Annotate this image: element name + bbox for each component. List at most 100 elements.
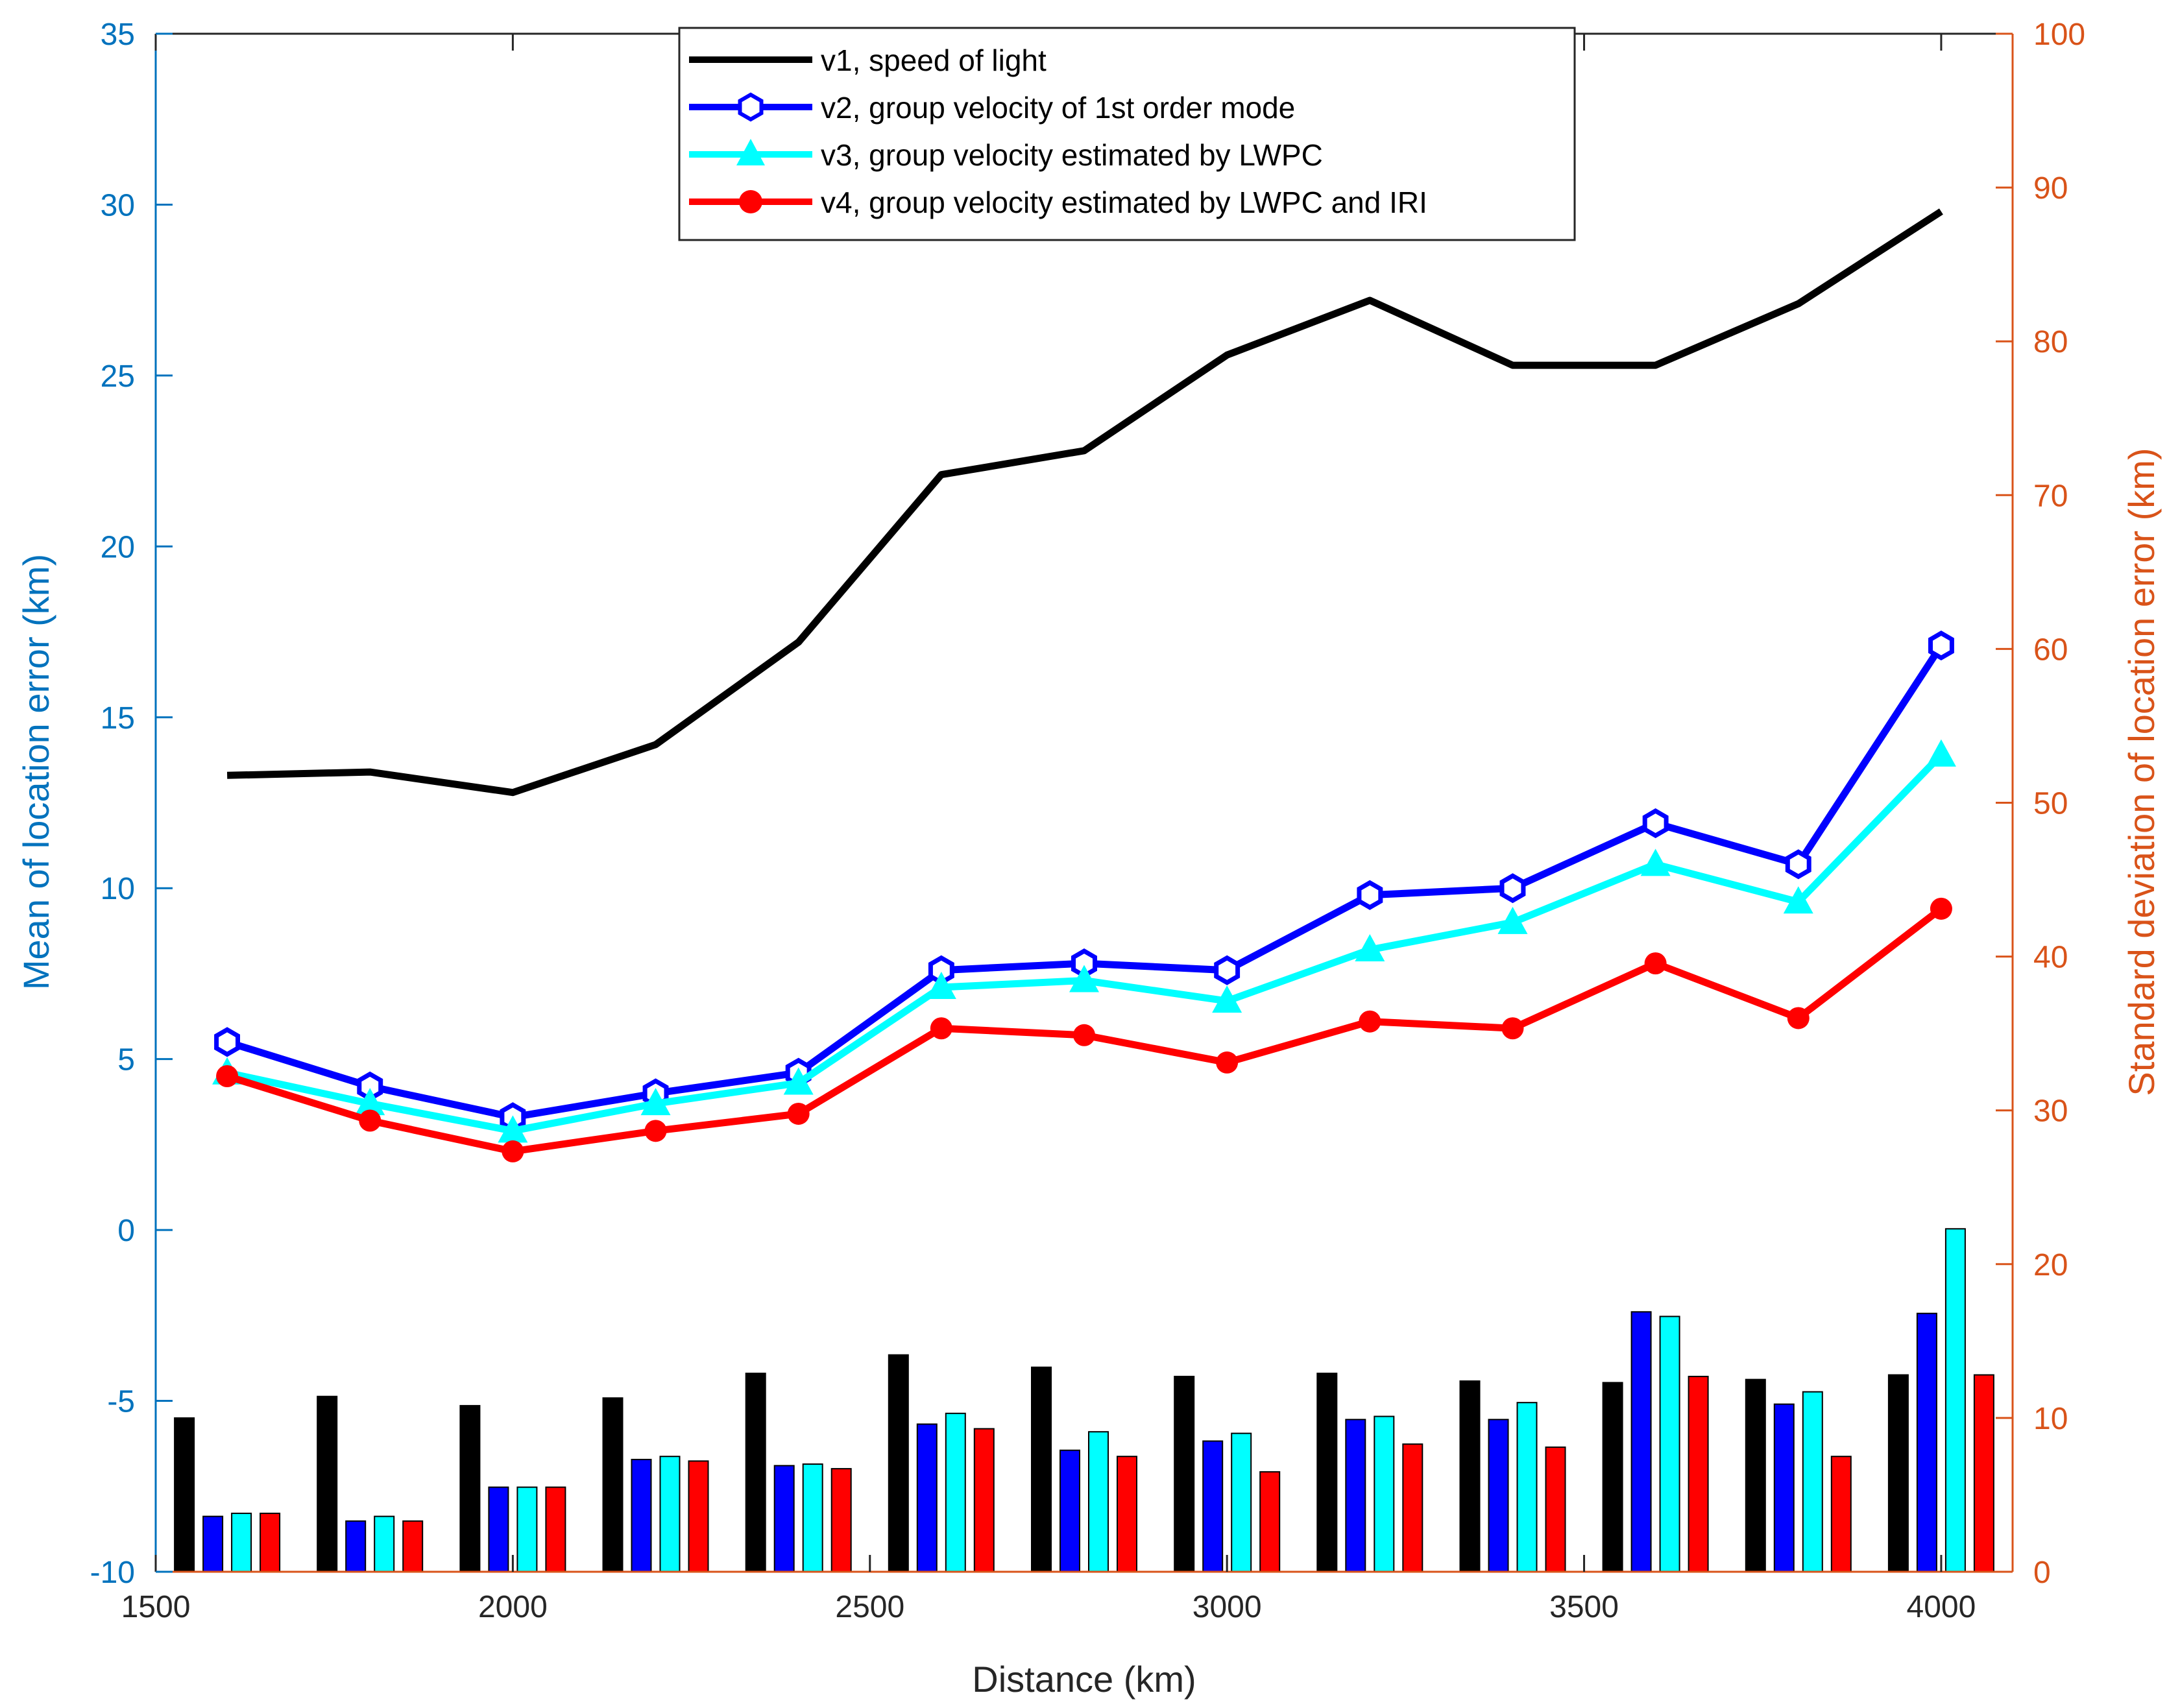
legend-box: [678, 27, 1576, 241]
x-tick-label-3500: 3500: [1549, 1590, 1619, 1624]
marker-v3-2400: [783, 1067, 814, 1095]
y-right-tick-label-80: 80: [2033, 325, 2068, 359]
legend-entry-v3: v3, group velocity estimated by LWPC: [689, 138, 1323, 172]
bar-v2-2200: [631, 1458, 652, 1572]
x-tick-label-4000: 4000: [1907, 1590, 1976, 1624]
bar-v2-2400: [773, 1465, 795, 1572]
marker-v4-3000: [1216, 1051, 1239, 1074]
marker-v4-2800: [1073, 1024, 1095, 1046]
bar-v2-2600: [916, 1423, 938, 1572]
bar-v4-2000: [545, 1486, 566, 1573]
marker-v3-3600: [1640, 848, 1671, 876]
marker-v4-3400: [1501, 1017, 1524, 1040]
bar-v4-3800: [1830, 1456, 1852, 1572]
marker-v4-2600: [930, 1017, 952, 1040]
legend-entry-v2: v2, group velocity of 1st order mode: [689, 91, 1295, 125]
legend-entry-v4: v4, group velocity estimated by LWPC and…: [689, 186, 1427, 219]
bar-v2-1600: [202, 1515, 224, 1573]
legend-label-v3: v3, group velocity estimated by LWPC: [821, 138, 1323, 172]
bar-v3-4000: [1944, 1228, 1966, 1573]
bar-v1-1800: [317, 1395, 338, 1572]
bar-v1-2000: [459, 1404, 481, 1572]
axes-layer: 1500 2000 2500 3000 3500 4000 -10 -5 0 5 10 15 20 25 3…: [90, 18, 2085, 1624]
bar-v4-3000: [1259, 1471, 1281, 1572]
x-tick-label-1500: 1500: [121, 1590, 191, 1624]
bar-v3-1600: [231, 1512, 252, 1572]
legend-label-v2: v2, group velocity of 1st order mode: [821, 91, 1295, 125]
marker-v4-2200: [644, 1120, 667, 1142]
marker-v3-2200: [640, 1088, 671, 1116]
y-left-tick-label-15: 15: [101, 701, 135, 736]
bar-v1-2400: [745, 1373, 766, 1573]
marker-v4-3800: [1787, 1007, 1810, 1029]
y-left-tick-label-30: 30: [101, 188, 135, 223]
bar-v3-3000: [1231, 1432, 1252, 1573]
marker-v2-3600: [1642, 808, 1669, 839]
bar-v4-3600: [1688, 1375, 1709, 1572]
x-axis-label: Distance (km): [972, 1659, 1196, 1700]
bar-v4-2400: [830, 1468, 852, 1573]
bar-v1-2800: [1031, 1366, 1052, 1572]
bar-v1-3200: [1316, 1373, 1338, 1573]
y-axis-left-label: Mean of location error (km): [16, 554, 56, 990]
legend-label-v1: v1, speed of light: [821, 43, 1047, 77]
marker-v2-1600: [214, 1027, 240, 1057]
bar-v3-3600: [1659, 1316, 1680, 1573]
bar-v4-1800: [402, 1520, 424, 1573]
legend-marker-v2: [738, 92, 764, 122]
marker-v2-3400: [1499, 873, 1526, 904]
bar-v2-3400: [1488, 1419, 1509, 1573]
bar-v4-2800: [1117, 1456, 1137, 1572]
marker-v3-3000: [1212, 985, 1242, 1013]
marker-v4-2400: [787, 1102, 810, 1125]
bar-v3-3200: [1374, 1415, 1395, 1572]
y-left-tick-label--5: -5: [107, 1385, 135, 1419]
bar-v4-1600: [260, 1512, 281, 1572]
marker-v2-3000: [1214, 955, 1241, 985]
y-left-tick-label-5: 5: [117, 1043, 135, 1077]
y-left-tick-label-20: 20: [101, 530, 135, 564]
x-tick-label-2500: 2500: [835, 1590, 904, 1624]
bar-v1-3400: [1459, 1380, 1481, 1572]
marker-v3-2000: [498, 1115, 528, 1143]
marker-v3-4000: [1926, 739, 1956, 767]
legend-marker-v3: [736, 139, 765, 165]
bar-v2-3200: [1345, 1419, 1366, 1573]
bar-v1-2200: [602, 1397, 624, 1573]
bar-v4-3200: [1402, 1443, 1423, 1572]
y-right-tick-label-90: 90: [2033, 171, 2068, 206]
series-line-v1: [226, 208, 1943, 797]
legend-marker-v4: [739, 190, 762, 213]
y-right-tick-label-40: 40: [2033, 941, 2068, 975]
marker-v4-1600: [216, 1065, 239, 1088]
bar-v3-2000: [516, 1486, 538, 1573]
bar-v1-1600: [174, 1417, 195, 1572]
y-right-tick-label-100: 100: [2033, 18, 2085, 52]
marker-v4-4000: [1930, 897, 1952, 920]
marker-v3-3800: [1783, 886, 1813, 914]
marker-v4-3200: [1359, 1010, 1381, 1033]
y-right-tick-label-10: 10: [2033, 1402, 2068, 1436]
bar-v2-2800: [1060, 1449, 1080, 1572]
legend-entry-v1: v1, speed of light: [689, 43, 1047, 77]
y-right-tick-label-20: 20: [2033, 1248, 2068, 1282]
bar-v2-1800: [345, 1520, 367, 1573]
bar-v2-4000: [1916, 1312, 1937, 1572]
bar-v1-4000: [1887, 1374, 1909, 1572]
y-right-tick-label-50: 50: [2033, 787, 2068, 821]
bar-v2-3000: [1202, 1440, 1224, 1572]
bar-v1-3800: [1745, 1378, 1766, 1573]
marker-v4-1800: [359, 1109, 382, 1132]
y-axis-right-label: Standard deviation of location error (km…: [2121, 448, 2162, 1096]
bar-v4-4000: [1973, 1374, 1994, 1572]
bar-v3-2800: [1088, 1431, 1109, 1572]
y-right-tick-label-60: 60: [2033, 632, 2068, 667]
marker-v2-3800: [1785, 849, 1811, 880]
x-tick-label-2000: 2000: [478, 1590, 548, 1624]
marker-v3-2600: [926, 972, 956, 1000]
legend-label-v4: v4, group velocity estimated by LWPC and…: [821, 186, 1427, 219]
marker-v4-2000: [502, 1140, 524, 1162]
bar-v1-3000: [1174, 1375, 1195, 1572]
bar-v3-3400: [1516, 1402, 1538, 1572]
